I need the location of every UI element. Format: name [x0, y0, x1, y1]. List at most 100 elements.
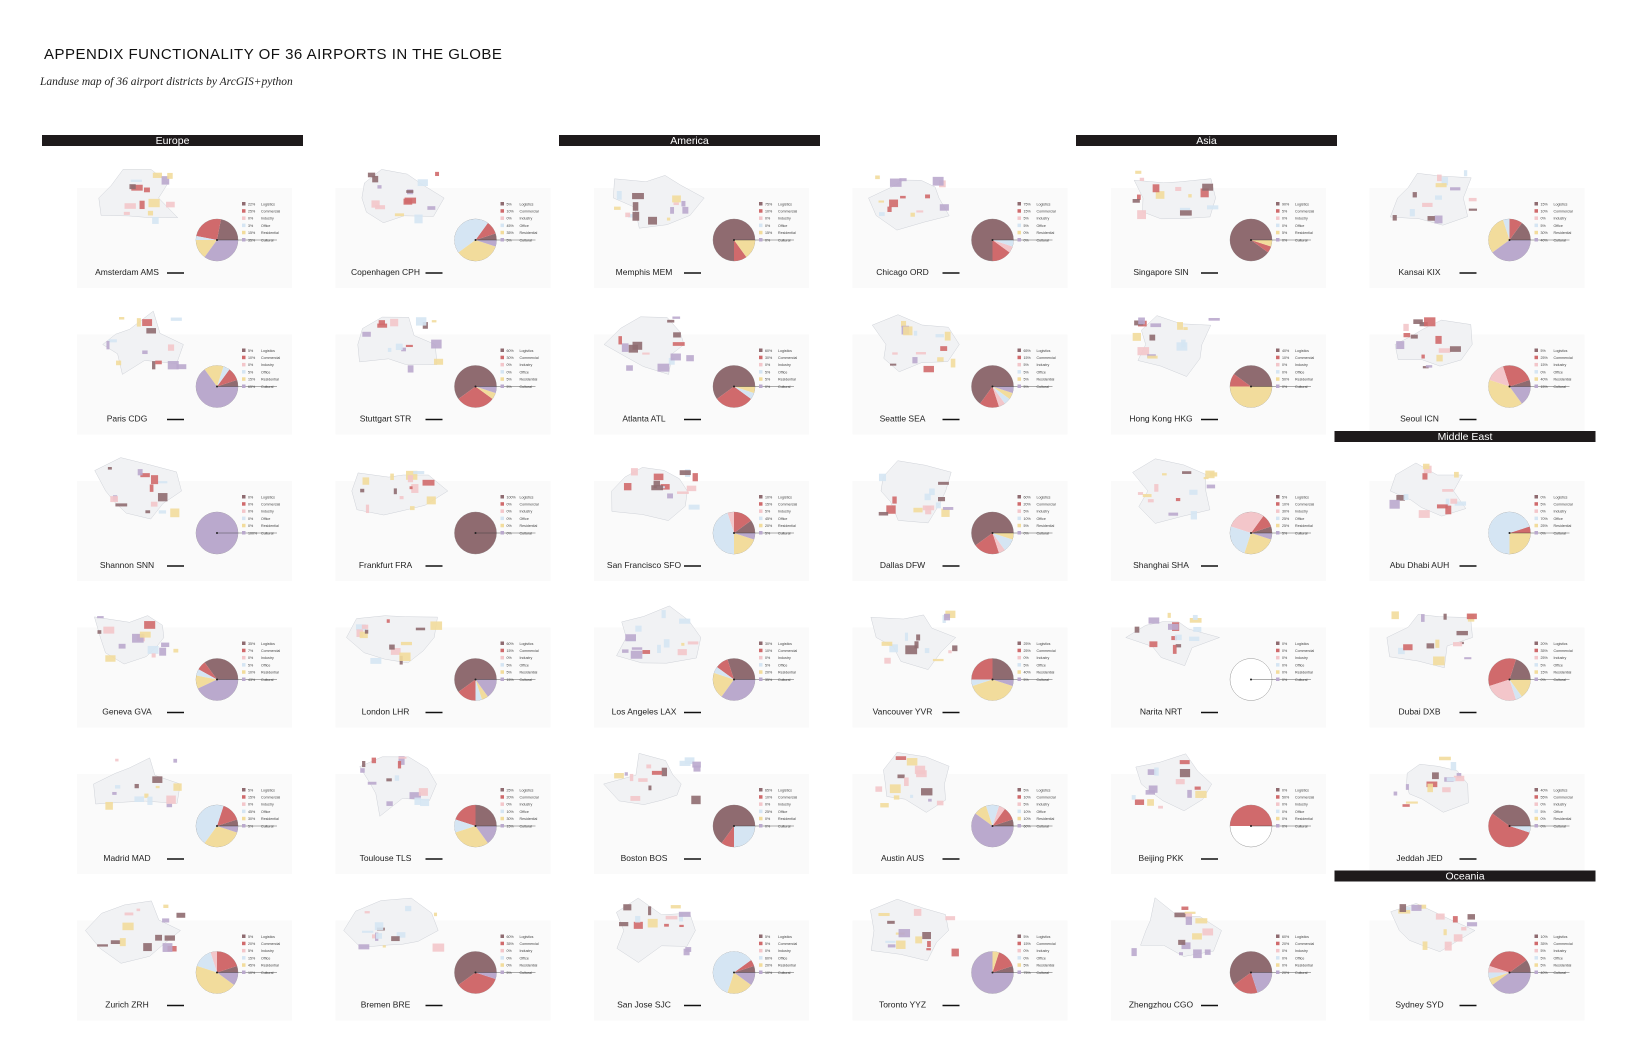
- map-parcel: [400, 641, 412, 646]
- map-parcel: [625, 212, 631, 218]
- legend-share: 5%: [1024, 524, 1030, 528]
- map-parcel: [176, 912, 186, 918]
- legend-share: 0%: [1541, 217, 1547, 221]
- legend-swatch: [1534, 355, 1538, 360]
- legend-swatch: [759, 795, 763, 799]
- legend-share: 5%: [248, 824, 254, 828]
- map-parcel: [152, 361, 156, 370]
- legend-swatch: [1276, 970, 1280, 974]
- legend-share: 10%: [765, 649, 773, 653]
- map-parcel: [1419, 322, 1428, 327]
- map-parcel: [131, 184, 143, 191]
- map-parcel: [1147, 355, 1158, 359]
- legend-category: Office: [261, 370, 270, 374]
- legend-share: 0%: [1282, 656, 1288, 660]
- pie-slice: [992, 240, 1013, 253]
- map-parcel: [158, 510, 167, 514]
- title: APPENDIX FUNCTIONALITY OF 36 AIRPORTS IN…: [44, 46, 502, 63]
- legend-category: Office: [1037, 370, 1046, 374]
- airport-name: Frankfurt FRA: [359, 560, 413, 570]
- legend-category: Cultural: [261, 238, 274, 242]
- map-parcel: [150, 475, 159, 485]
- legend-swatch: [1017, 502, 1021, 506]
- legend-category: Commercial: [261, 210, 280, 214]
- legend-swatch: [500, 648, 504, 653]
- legend-category: Industry: [261, 949, 274, 953]
- map-parcel: [372, 175, 379, 183]
- legend-category: Office: [778, 663, 787, 667]
- legend-category: Commercial: [778, 796, 797, 800]
- legend-category: Commercial: [778, 210, 797, 214]
- legend-category: Residential: [1037, 378, 1055, 382]
- legend-category: Cultural: [1554, 824, 1567, 828]
- airport-name: Stuttgart STR: [360, 414, 412, 424]
- map-parcel: [107, 467, 112, 470]
- legend-swatch: [1017, 970, 1021, 974]
- pie-center: [1250, 239, 1252, 241]
- legend-category: Industry: [778, 656, 791, 660]
- legend-category: Residential: [261, 378, 279, 382]
- map-parcel: [657, 363, 670, 372]
- legend-category: Industry: [1554, 656, 1567, 660]
- map-parcel: [938, 497, 946, 502]
- airport-card: 40% Logistics 55% Commercial 0% Industry 5% Off…: [1369, 756, 1585, 874]
- legend-swatch: [500, 509, 504, 513]
- map-parcel: [361, 930, 374, 933]
- map-parcel: [374, 922, 384, 931]
- legend-share: 15%: [248, 378, 256, 382]
- map-parcel: [1409, 209, 1415, 217]
- legend-share: 15%: [507, 678, 515, 682]
- legend-category: Logistics: [520, 788, 534, 792]
- legend-share: 0%: [1282, 217, 1288, 221]
- map-parcel: [367, 781, 377, 785]
- legend-category: Commercial: [1037, 942, 1056, 946]
- map-parcel: [1178, 939, 1186, 945]
- map-parcel: [1441, 177, 1449, 186]
- legend-category: Industry: [778, 949, 791, 953]
- legend-category: Commercial: [1554, 649, 1573, 653]
- legend-share: 40%: [1541, 971, 1549, 975]
- legend-share: 15%: [1541, 363, 1549, 367]
- legend-swatch: [1534, 516, 1538, 521]
- legend-swatch: [1017, 670, 1021, 674]
- airport-name: Vancouver YVR: [873, 707, 933, 717]
- map-parcel: [1463, 170, 1468, 177]
- map-parcel: [1456, 773, 1462, 778]
- legend-swatch: [1534, 531, 1538, 535]
- legend-category: Cultural: [261, 824, 274, 828]
- legend-swatch: [1276, 934, 1280, 938]
- legend-share: 25%: [765, 810, 773, 814]
- legend-swatch: [500, 531, 504, 535]
- legend-swatch: [759, 802, 763, 806]
- legend-share: 5%: [248, 935, 254, 939]
- map-parcel: [1392, 215, 1397, 221]
- legend-share: 30%: [765, 356, 773, 360]
- legend-swatch: [500, 809, 504, 814]
- pie-slice: [475, 679, 497, 697]
- legend-share: 0%: [1282, 956, 1288, 960]
- map-parcel: [1422, 941, 1428, 950]
- pie-center: [474, 678, 477, 681]
- legend-swatch: [1017, 384, 1021, 388]
- legend-swatch: [242, 523, 246, 528]
- map-outline: [1394, 319, 1473, 367]
- legend-share: 0%: [1282, 370, 1288, 374]
- legend-category: Industry: [1554, 510, 1567, 514]
- map-parcel: [1154, 484, 1159, 492]
- map-parcel: [935, 334, 944, 338]
- legend-share: 5%: [1024, 663, 1030, 667]
- legend-share: 0%: [1282, 649, 1288, 653]
- region-bar: [1334, 431, 1596, 442]
- legend-share: 5%: [765, 370, 771, 374]
- map-parcel: [1176, 342, 1188, 351]
- map-parcel: [648, 906, 652, 916]
- legend-swatch: [242, 223, 246, 228]
- legend-swatch: [500, 641, 504, 645]
- legend-share: 15%: [1024, 210, 1032, 214]
- legend-swatch: [1276, 802, 1280, 806]
- pie-slice: [971, 511, 1014, 546]
- pie-slice: [734, 386, 754, 399]
- map-parcel: [916, 634, 921, 641]
- legend-share: 0%: [1541, 370, 1547, 374]
- legend-share: 22%: [248, 202, 256, 206]
